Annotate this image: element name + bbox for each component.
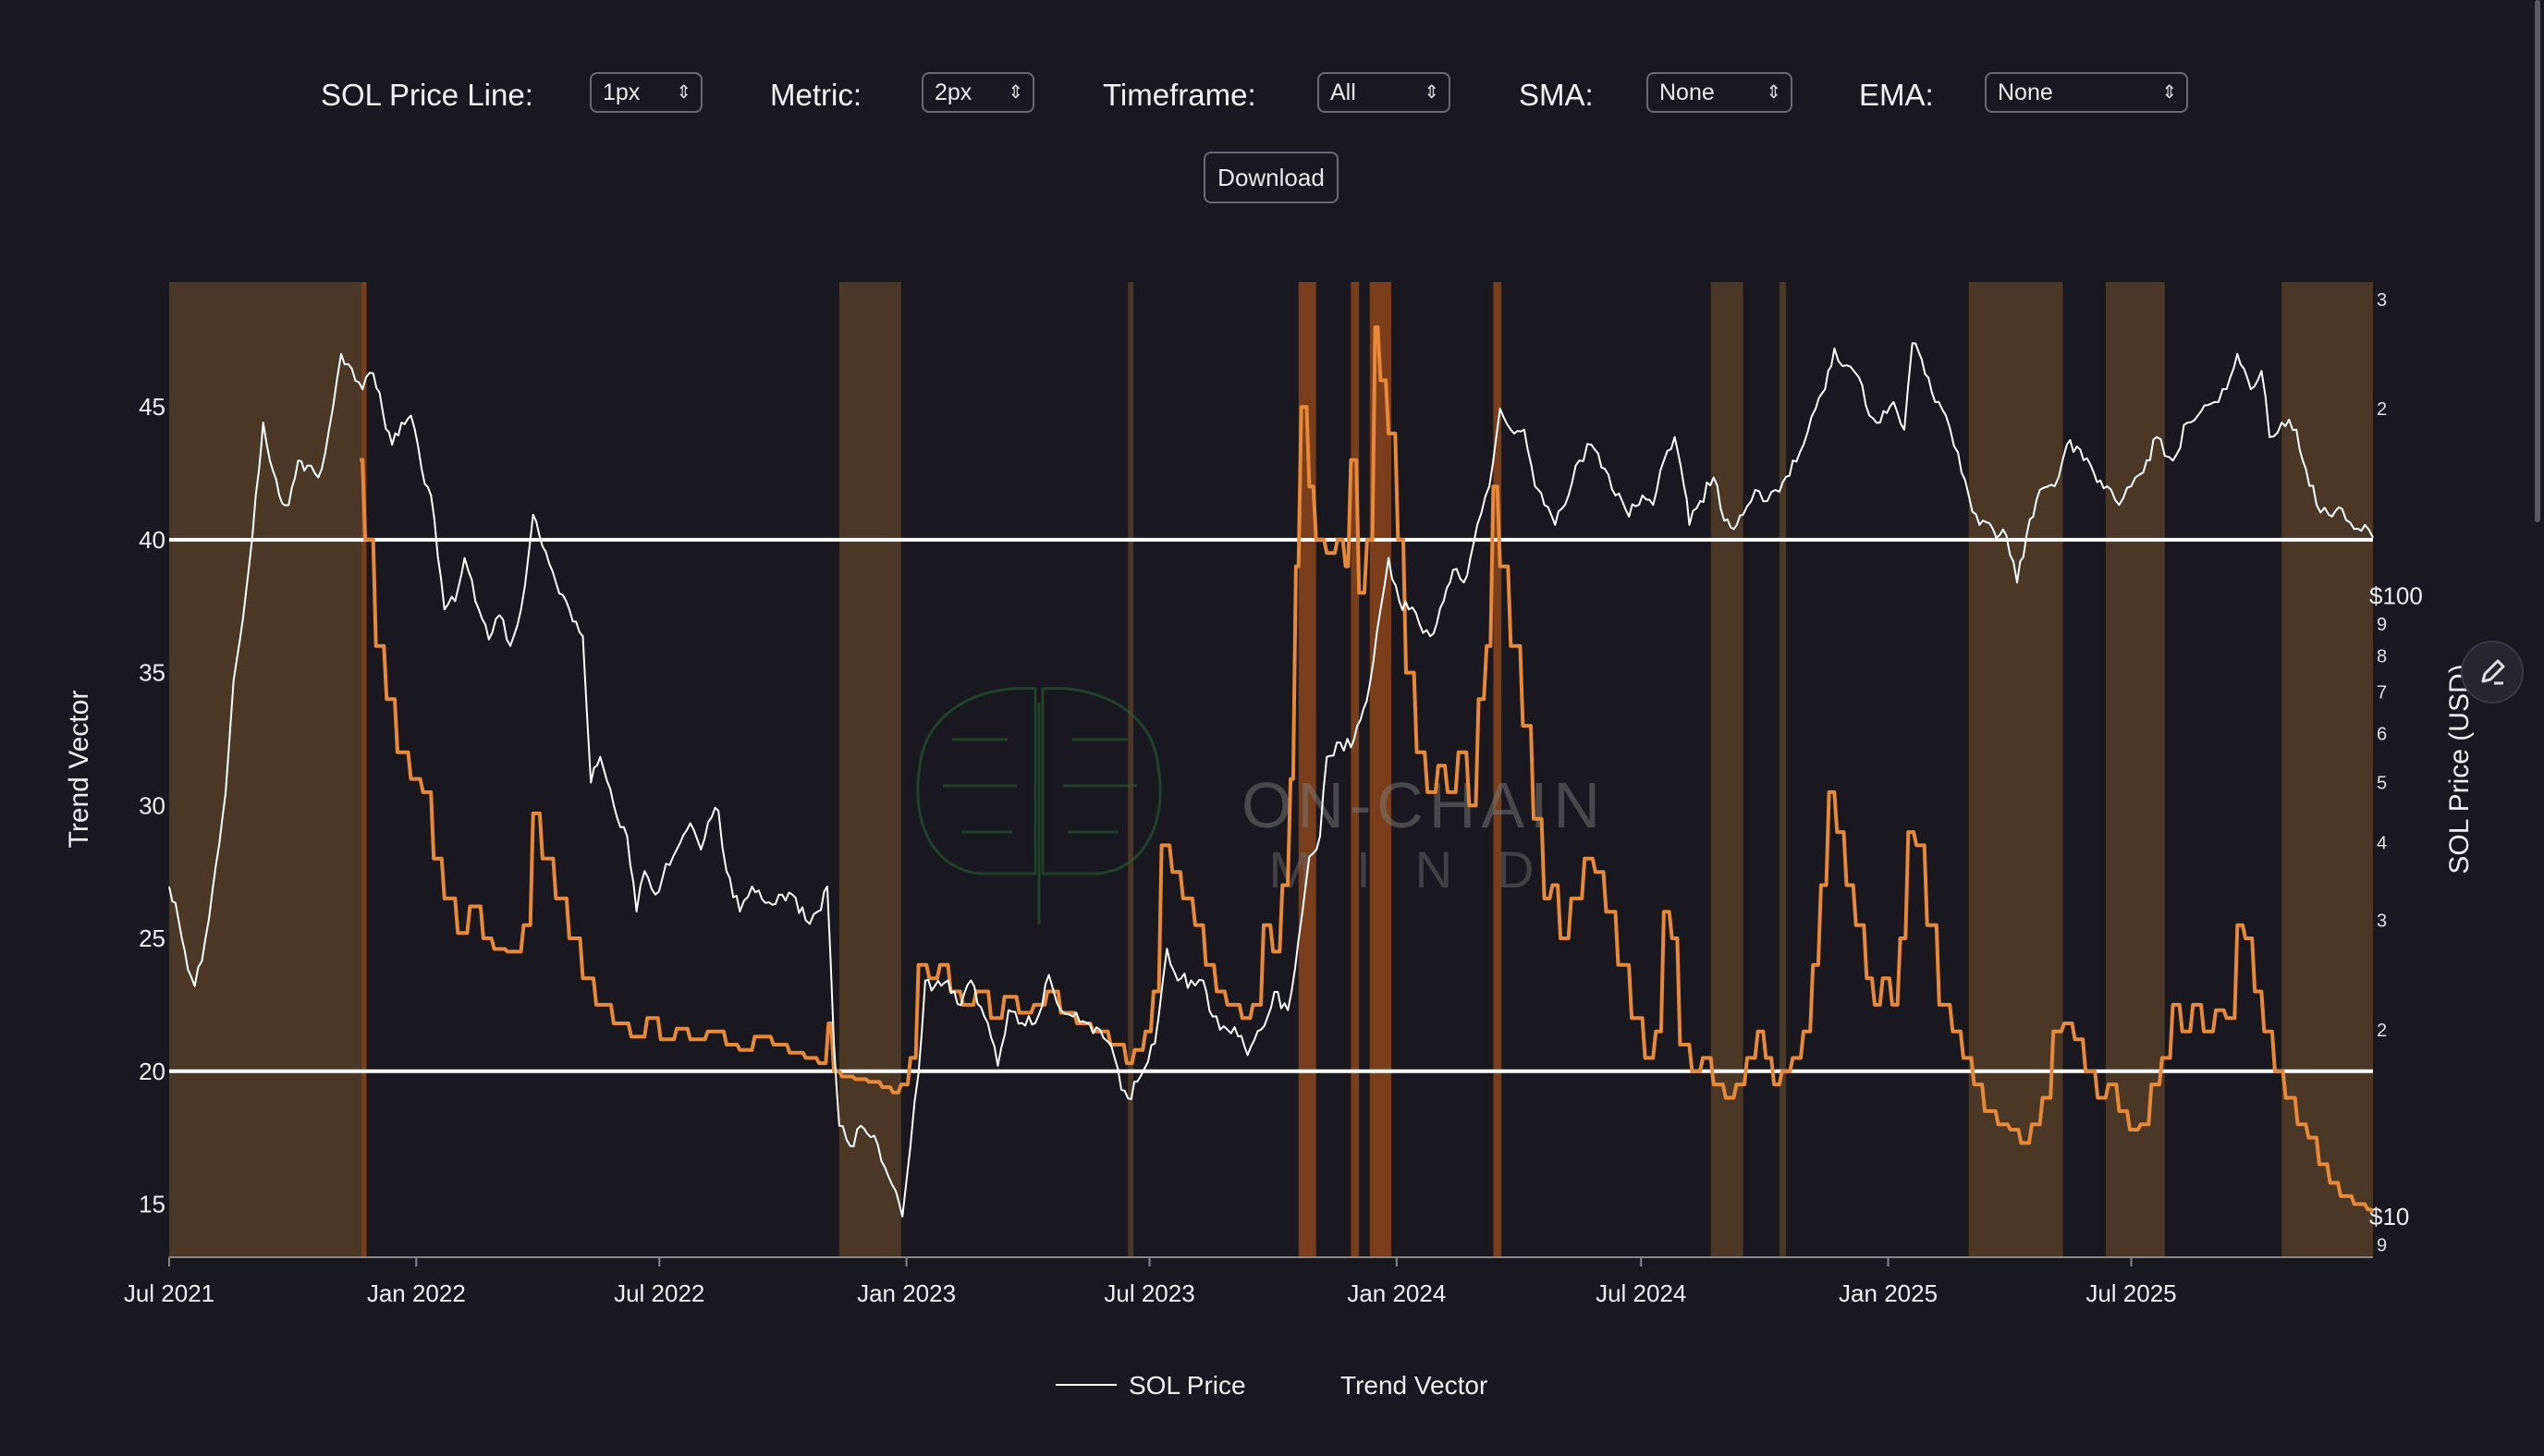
x-tick-label: Jul 2023 bbox=[1104, 1279, 1194, 1307]
shaded-region bbox=[1128, 282, 1134, 1257]
ema-value: None bbox=[1998, 80, 2053, 105]
y-left-label: Trend Vector bbox=[64, 691, 94, 849]
y-left-tick-label: 35 bbox=[139, 659, 165, 687]
metric-value: 2px bbox=[935, 80, 972, 105]
x-tick-label: Jan 2024 bbox=[1347, 1279, 1446, 1307]
watermark-line2: MIND bbox=[1268, 840, 1578, 899]
y-right-minor-tick-label: 2 bbox=[2377, 1021, 2387, 1041]
y-right-minor-tick-label: 4 bbox=[2377, 834, 2387, 854]
x-tick-label: Jul 2024 bbox=[1596, 1279, 1686, 1307]
axes: Jul 2021 Jan 2022 Jul 2022 Jan 2023 Jul 2023… bbox=[124, 290, 2423, 1307]
shaded-region bbox=[1298, 282, 1316, 1257]
watermark-line1: ON-CHAIN bbox=[1241, 769, 1606, 841]
y-left-tick-label: 45 bbox=[139, 393, 165, 421]
y-right-minor-tick-label: 6 bbox=[2377, 724, 2387, 744]
x-tick-label: Jul 2022 bbox=[614, 1279, 704, 1307]
shaded-region bbox=[2281, 282, 2373, 1257]
x-tick-label: Jan 2022 bbox=[367, 1279, 466, 1307]
ema-select[interactable]: None ⇕ bbox=[1985, 72, 2188, 113]
shaded-region bbox=[838, 282, 901, 1257]
sol-price-line bbox=[168, 342, 2374, 1217]
shaded-regions bbox=[169, 282, 2373, 1257]
select-chevron-icon: ⇕ bbox=[1424, 82, 1439, 103]
x-tick-label: Jul 2021 bbox=[124, 1279, 214, 1307]
shaded-region bbox=[1369, 282, 1392, 1257]
shaded-region bbox=[361, 282, 367, 1257]
x-tick-label: Jul 2025 bbox=[2085, 1279, 2176, 1307]
y-right-minor-tick-label: 9 bbox=[2377, 615, 2387, 635]
x-tick-label: Jan 2023 bbox=[857, 1279, 956, 1307]
y-right-label: SOL Price (USD) bbox=[2444, 664, 2475, 874]
edit-button[interactable] bbox=[2461, 641, 2524, 704]
ema-label: EMA: bbox=[1859, 78, 1934, 112]
y-left-tick-label: 15 bbox=[139, 1191, 165, 1218]
y-right-minor-tick-label: 8 bbox=[2377, 646, 2387, 667]
shaded-region bbox=[169, 282, 361, 1257]
y-right-major-tick-label: $10 bbox=[2369, 1203, 2409, 1230]
sma-select[interactable]: None ⇕ bbox=[1646, 72, 1792, 113]
price-line-select[interactable]: 1px ⇕ bbox=[590, 72, 703, 113]
shaded-region bbox=[1710, 282, 1743, 1257]
sma-label: SMA: bbox=[1519, 78, 1594, 112]
threshold-lines bbox=[169, 537, 2373, 1073]
timeframe-value: All bbox=[1330, 80, 1356, 105]
y-right-minor-tick-label: 7 bbox=[2377, 682, 2387, 703]
watermark: ON-CHAIN MIND bbox=[916, 686, 1606, 924]
shaded-region bbox=[1493, 282, 1502, 1257]
brain-logo-icon bbox=[916, 686, 1162, 924]
pencil-icon bbox=[2481, 659, 2505, 685]
y-right-minor-tick-label: 2 bbox=[2377, 399, 2387, 420]
shaded-region bbox=[2105, 282, 2165, 1257]
shaded-region bbox=[1779, 282, 1787, 1257]
controls-bar: SOL Price Line: 1px ⇕ Metric: 2px ⇕ Timefr… bbox=[0, 72, 2544, 120]
y-left-tick-label: 20 bbox=[139, 1058, 165, 1085]
metric-select[interactable]: 2px ⇕ bbox=[922, 72, 1034, 113]
select-chevron-icon: ⇕ bbox=[2161, 82, 2177, 103]
y-left-tick-label: 25 bbox=[139, 924, 165, 952]
select-chevron-icon: ⇕ bbox=[676, 82, 691, 103]
y-right-minor-tick-label: 5 bbox=[2377, 774, 2387, 794]
page-scrollbar[interactable] bbox=[2535, 0, 2540, 522]
timeframe-select[interactable]: All ⇕ bbox=[1317, 72, 1450, 113]
shaded-region bbox=[1968, 282, 2063, 1257]
metric-label: Metric: bbox=[770, 78, 862, 112]
price-line-label: SOL Price Line: bbox=[321, 78, 533, 112]
sma-value: None bbox=[1659, 80, 1715, 105]
shaded-region bbox=[1351, 282, 1360, 1257]
select-chevron-icon: ⇕ bbox=[1766, 82, 1781, 103]
legend-sol-price[interactable]: SOL Price bbox=[1129, 1371, 1246, 1400]
y-right-minor-tick-label: 9 bbox=[2377, 1236, 2387, 1256]
legend-trend-vector[interactable]: Trend Vector bbox=[1340, 1371, 1488, 1400]
y-left-tick-label: 40 bbox=[139, 526, 165, 554]
select-chevron-icon: ⇕ bbox=[1008, 82, 1023, 103]
download-button[interactable]: Download bbox=[1204, 152, 1339, 203]
x-tick-label: Jan 2025 bbox=[1839, 1279, 1938, 1307]
y-right-major-tick-label: $100 bbox=[2369, 581, 2423, 609]
timeframe-label: Timeframe: bbox=[1103, 78, 1256, 112]
price-line-value: 1px bbox=[603, 80, 641, 105]
y-left-tick-label: 30 bbox=[139, 791, 165, 819]
y-right-minor-tick-label: 3 bbox=[2377, 290, 2387, 311]
trend-vector-line bbox=[360, 324, 2375, 1214]
y-right-minor-tick-label: 3 bbox=[2377, 912, 2387, 932]
